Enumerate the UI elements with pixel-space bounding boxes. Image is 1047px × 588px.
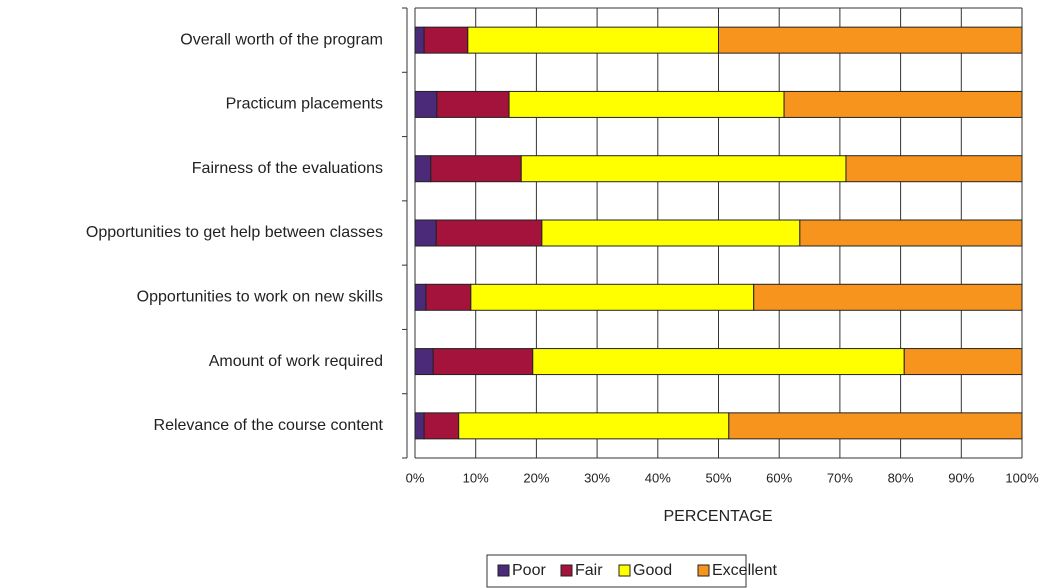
y-tick-label: Opportunities to get help between classe…: [86, 224, 383, 241]
bar-segment: [425, 283, 472, 311]
legend-label: Fair: [575, 562, 603, 579]
bar-segment: [467, 26, 719, 54]
bar-segment: [414, 219, 437, 247]
legend-swatch: [618, 564, 631, 577]
bar-segment: [799, 219, 1023, 247]
legend-label: Poor: [512, 562, 546, 579]
bar-segment: [432, 348, 534, 376]
bar-segment: [718, 26, 1023, 54]
bar-segment: [430, 155, 522, 183]
y-tick-label: Overall worth of the program: [180, 31, 383, 48]
bar-segment: [423, 26, 469, 54]
bar-segment: [414, 283, 427, 311]
x-tick-label: 50%: [705, 470, 731, 485]
x-tick-label: 10%: [463, 470, 489, 485]
x-tick-label: 30%: [584, 470, 610, 485]
bar-segment: [414, 90, 438, 118]
bar-segment: [414, 26, 425, 54]
legend-swatch: [697, 564, 710, 577]
y-tick-label: Relevance of the course content: [154, 417, 384, 434]
x-tick-label: 70%: [827, 470, 853, 485]
x-tick-label: 60%: [766, 470, 792, 485]
legend-swatch: [497, 564, 510, 577]
x-axis-label: PERCENTAGE: [663, 508, 772, 525]
bar-segment: [458, 412, 730, 440]
x-tick-label: 80%: [888, 470, 914, 485]
bar-segment: [903, 348, 1023, 376]
bar-segment: [845, 155, 1023, 183]
bar-segment: [414, 155, 432, 183]
y-tick-label: Practicum placements: [226, 96, 383, 113]
bar-segment: [423, 412, 460, 440]
bar-segment: [436, 90, 510, 118]
bar-segment: [753, 283, 1023, 311]
x-tick-label: 100%: [1005, 470, 1039, 485]
y-tick-label: Amount of work required: [209, 353, 383, 370]
x-tick-label: 20%: [523, 470, 549, 485]
bar-segment: [541, 219, 801, 247]
bar-segment: [470, 283, 755, 311]
bar-segment: [435, 219, 543, 247]
y-tick-label: Opportunities to work on new skills: [137, 289, 383, 306]
bar-segment: [414, 348, 434, 376]
y-tick-label: Fairness of the evaluations: [192, 160, 383, 177]
legend-swatch: [560, 564, 573, 577]
bar-segment: [414, 412, 425, 440]
x-tick-label: 0%: [406, 470, 425, 485]
bar-segment: [783, 90, 1023, 118]
bar-segment: [520, 155, 847, 183]
bar-segment: [532, 348, 905, 376]
legend-label: Excellent: [712, 562, 777, 579]
legend-label: Good: [633, 562, 672, 579]
bar-segment: [728, 412, 1023, 440]
x-tick-label: 90%: [948, 470, 974, 485]
x-tick-label: 40%: [645, 470, 671, 485]
bar-segment: [508, 90, 785, 118]
